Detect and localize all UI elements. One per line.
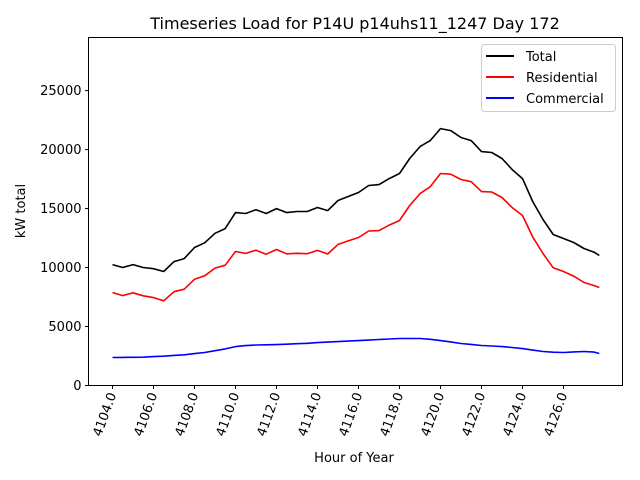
legend-label: Total	[525, 50, 556, 65]
x-tick-label: 4106.0	[132, 391, 162, 439]
series-line-commercial	[112, 337, 600, 359]
x-axis-label: Hour of Year	[314, 451, 394, 466]
x-tick-label: 4124.0	[501, 391, 531, 439]
legend: Total Residential Commercial	[481, 44, 616, 112]
y-tick-label: 20000	[40, 143, 81, 158]
series-line-residential	[112, 172, 600, 302]
y-tick-label: 15000	[40, 202, 81, 217]
plot-frame	[88, 37, 623, 386]
chart-title: Timeseries Load for P14U p14uhs11_1247 D…	[149, 14, 560, 34]
y-tick-label: 5000	[48, 320, 81, 335]
x-tick-label: 4104.0	[91, 391, 121, 439]
x-tick-label: 4114.0	[296, 391, 326, 439]
x-tick-label: 4116.0	[337, 391, 367, 439]
y-axis-label: kW total	[14, 184, 29, 238]
y-tick-label: 25000	[40, 84, 81, 99]
x-tick-label: 4122.0	[460, 391, 490, 439]
x-tick-label: 4120.0	[419, 391, 449, 439]
y-axis: 0 5000 10000 15000 20000 25000	[40, 84, 89, 394]
x-tick-label: 4112.0	[255, 391, 285, 439]
y-tick-label: 10000	[40, 261, 81, 276]
x-tick-label: 4118.0	[378, 391, 408, 439]
x-tick-label: 4108.0	[173, 391, 203, 439]
legend-label: Residential	[526, 71, 598, 86]
series-line-total	[112, 127, 600, 273]
x-axis: 4104.0 4106.0 4108.0 4110.0 4112.0 4114.0 4116…	[91, 385, 572, 439]
x-tick-label: 4110.0	[214, 391, 244, 439]
series-lines	[112, 127, 600, 359]
legend-box	[481, 44, 616, 112]
x-tick-label: 4126.0	[542, 391, 572, 439]
y-tick-label: 0	[73, 379, 81, 394]
legend-label: Commercial	[526, 92, 604, 107]
